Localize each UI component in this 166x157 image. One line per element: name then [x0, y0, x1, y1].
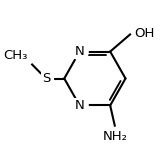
Text: NH₂: NH₂	[102, 130, 127, 143]
Text: CH₃: CH₃	[3, 49, 28, 62]
Text: S: S	[42, 72, 50, 85]
Text: N: N	[75, 99, 84, 112]
Text: OH: OH	[134, 27, 154, 40]
Text: N: N	[75, 45, 84, 58]
